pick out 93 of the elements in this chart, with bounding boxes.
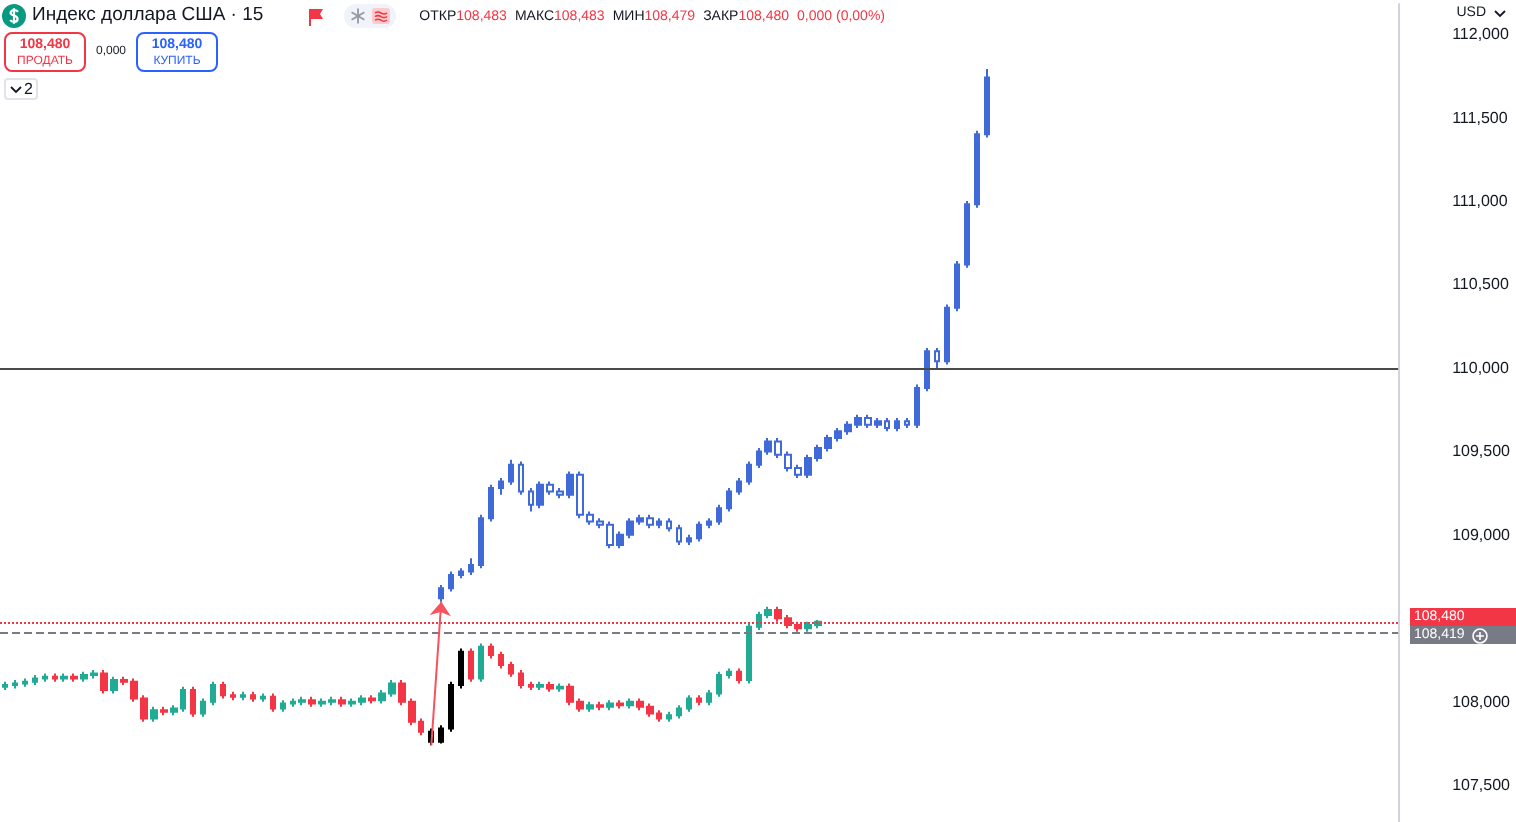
y-tick-label: 109,500 (1452, 442, 1512, 461)
candlestick (488, 483, 494, 523)
candlestick (686, 694, 692, 713)
candlestick (220, 680, 226, 700)
candlestick (230, 690, 236, 702)
candlestick (508, 660, 514, 678)
candlestick (536, 680, 544, 692)
candlestick (726, 667, 732, 680)
chart-title: Индекс доллара США · 15 (32, 4, 264, 27)
candlestick (686, 533, 692, 546)
candlestick (736, 667, 742, 685)
candlestick (596, 700, 604, 712)
candlestick (2, 680, 8, 692)
collapse-button: 2 (4, 78, 39, 100)
candlestick (110, 675, 118, 695)
candlestick (716, 670, 722, 698)
candlestick (160, 705, 168, 717)
candlestick (666, 517, 672, 533)
candlestick (298, 695, 306, 707)
candlestick (42, 672, 48, 683)
candlestick (52, 672, 58, 683)
candlestick (616, 699, 624, 710)
y-tick-label: 111,500 (1452, 108, 1509, 127)
candlestick (518, 669, 524, 690)
candlestick (210, 680, 216, 707)
candlestick (448, 680, 454, 733)
candlestick (478, 513, 484, 570)
candlestick (904, 417, 910, 430)
candlestick (894, 417, 900, 433)
candlestick (746, 460, 752, 486)
candlestick (954, 260, 960, 313)
y-tick-label: 110,500 (1452, 275, 1510, 294)
candlestick (448, 570, 454, 593)
candlestick (200, 697, 206, 718)
candlestick (240, 690, 246, 702)
candlestick (190, 685, 196, 718)
candlestick (498, 650, 504, 670)
candlestick (696, 520, 702, 543)
candlestick (606, 699, 614, 712)
candlestick (60, 672, 68, 683)
candlestick (696, 694, 702, 707)
y-tick-label: 108,000 (1452, 692, 1512, 711)
candlestick (676, 704, 682, 720)
candlestick (974, 129, 980, 209)
y-tick-label: 107,500 (1452, 776, 1512, 795)
candlestick (984, 68, 990, 139)
candlestick (150, 705, 158, 723)
y-tick-label: 109,000 (1452, 525, 1512, 544)
candlestick (518, 460, 524, 496)
candlestick (488, 642, 494, 660)
candlestick (706, 517, 712, 530)
candlestick (70, 672, 78, 683)
candlestick (270, 692, 276, 713)
candlestick (250, 690, 256, 703)
candlestick (468, 557, 474, 576)
candlestick (626, 697, 634, 710)
candlestick (478, 642, 484, 683)
y-tick-label: 111,000 (1452, 191, 1509, 210)
candlestick (726, 487, 732, 513)
y-tick-label: 110,000 (1452, 358, 1510, 377)
candlestick (736, 477, 742, 496)
candlestick (498, 477, 504, 496)
candlestick (924, 346, 930, 393)
candlestick (914, 383, 920, 430)
candlestick (934, 346, 940, 369)
candlestick (22, 677, 28, 688)
candlestick (964, 199, 970, 269)
candlestick (100, 669, 108, 695)
candlestick (438, 583, 444, 603)
candlestick (458, 647, 464, 690)
candlestick (706, 689, 712, 707)
candlestick (12, 679, 18, 690)
candlestick (716, 503, 722, 526)
candlestick (260, 692, 266, 703)
candlestick (556, 682, 564, 693)
candlestick (546, 680, 554, 693)
candlestick (676, 523, 682, 546)
candlestick (438, 724, 444, 745)
candlestick (32, 674, 38, 687)
candlestick (666, 710, 672, 723)
candlestick (586, 700, 594, 713)
candlestick (458, 567, 464, 580)
candlestick (308, 695, 316, 708)
candlestick (338, 695, 346, 708)
candlestick (280, 699, 286, 713)
candlestick (528, 680, 534, 692)
candlestick (944, 303, 950, 366)
y-tick-label: 112,000 (1452, 25, 1510, 44)
candlestick (468, 647, 474, 683)
candlestick (508, 458, 514, 486)
candlestick (368, 694, 376, 705)
candlestick (746, 622, 752, 685)
annotation: 2 (24, 79, 33, 97)
